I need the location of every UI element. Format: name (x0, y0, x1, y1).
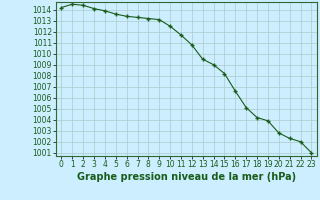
X-axis label: Graphe pression niveau de la mer (hPa): Graphe pression niveau de la mer (hPa) (77, 172, 296, 182)
